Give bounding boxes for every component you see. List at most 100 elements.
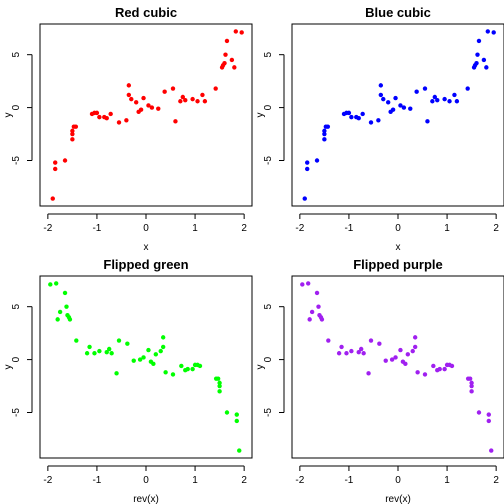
data-point [217, 389, 222, 394]
data-point [97, 114, 102, 120]
data-point [405, 352, 411, 357]
data-point [454, 99, 460, 104]
data-point [223, 52, 228, 57]
data-points [300, 281, 494, 453]
data-point [469, 380, 474, 386]
data-point [195, 99, 200, 104]
data-point [50, 196, 55, 201]
data-point [108, 111, 113, 117]
data-point [300, 282, 305, 287]
data-point [410, 348, 415, 354]
data-point [322, 131, 327, 137]
data-point [398, 103, 403, 108]
data-point [162, 89, 167, 94]
data-point [412, 344, 418, 350]
data-points [50, 29, 244, 201]
data-point [104, 349, 109, 355]
data-point [70, 128, 75, 134]
y-axis-label: y [3, 365, 14, 370]
y-tick-label: -5 [11, 156, 22, 165]
data-point [484, 65, 489, 70]
data-point [148, 359, 154, 364]
data-point [356, 115, 361, 121]
data-point [381, 96, 386, 102]
data-point [224, 38, 230, 44]
data-point [153, 352, 159, 357]
y-tick-label: 0 [11, 356, 22, 362]
y-tick-label: 5 [263, 51, 274, 57]
data-point [314, 290, 320, 296]
data-point [70, 131, 75, 137]
chart-title: Red cubic [115, 5, 177, 20]
data-point [422, 86, 428, 91]
panel-blue-cubic: Blue cubic x y -2 -1 0 1 2 -5 0 5 [255, 5, 504, 253]
data-point [222, 60, 227, 66]
y-axis-label: y [3, 113, 14, 118]
plot-frame [39, 23, 253, 207]
data-point [160, 335, 166, 340]
data-point [305, 166, 310, 172]
data-point [415, 370, 420, 375]
data-point [170, 86, 176, 91]
data-point [129, 96, 134, 102]
data-point [74, 338, 79, 343]
data-point [53, 160, 58, 165]
data-point [109, 351, 114, 356]
data-point [158, 348, 163, 354]
y-tick-label: 0 [263, 104, 274, 110]
x-tick-label: 2 [241, 223, 247, 234]
data-point [62, 290, 68, 296]
plot-frame [291, 23, 504, 207]
data-point [202, 99, 208, 104]
panel-flipped-green: Flipped green rev(x) y -2 -1 0 1 2 -5 0 5 [3, 257, 253, 504]
data-point [385, 100, 391, 105]
data-point [336, 351, 342, 356]
data-point [412, 335, 418, 340]
data-point [307, 317, 312, 322]
chart-title: Flipped purple [353, 257, 443, 272]
x-tick-label: -2 [295, 223, 304, 234]
data-point [73, 124, 79, 129]
data-point [94, 110, 100, 116]
data-point [178, 99, 183, 104]
data-point [213, 86, 218, 91]
data-point [314, 158, 320, 163]
data-point [435, 367, 440, 373]
data-point [65, 312, 70, 318]
data-point [126, 92, 132, 98]
x-tick-label: -2 [295, 475, 304, 486]
data-point [486, 412, 491, 417]
x-tick-label: -1 [92, 223, 101, 234]
data-point [486, 418, 491, 424]
data-point [349, 114, 354, 120]
chart-title: Flipped green [103, 257, 188, 272]
data-point [442, 366, 447, 372]
data-point [190, 96, 195, 102]
data-point [106, 346, 112, 352]
data-point [491, 30, 496, 35]
y-tick-label: 5 [11, 51, 22, 57]
data-point [489, 448, 494, 453]
data-point [87, 344, 92, 350]
y-tick-label: 5 [11, 303, 22, 309]
data-point [400, 359, 406, 364]
data-point [425, 119, 430, 124]
data-point [62, 158, 68, 163]
data-point [414, 89, 419, 94]
plot-frame [291, 275, 504, 459]
data-point [126, 83, 132, 88]
data-point [317, 312, 322, 318]
data-point [92, 351, 97, 356]
data-point [183, 97, 188, 103]
data-point [366, 371, 371, 376]
data-point [378, 92, 384, 98]
data-point [200, 92, 205, 98]
data-point [234, 418, 239, 424]
data-point [422, 372, 428, 377]
data-point [444, 362, 450, 368]
x-tick-label: 0 [395, 475, 401, 486]
y-tick-label: -5 [263, 408, 274, 417]
data-point [356, 349, 361, 355]
data-point [163, 370, 168, 375]
